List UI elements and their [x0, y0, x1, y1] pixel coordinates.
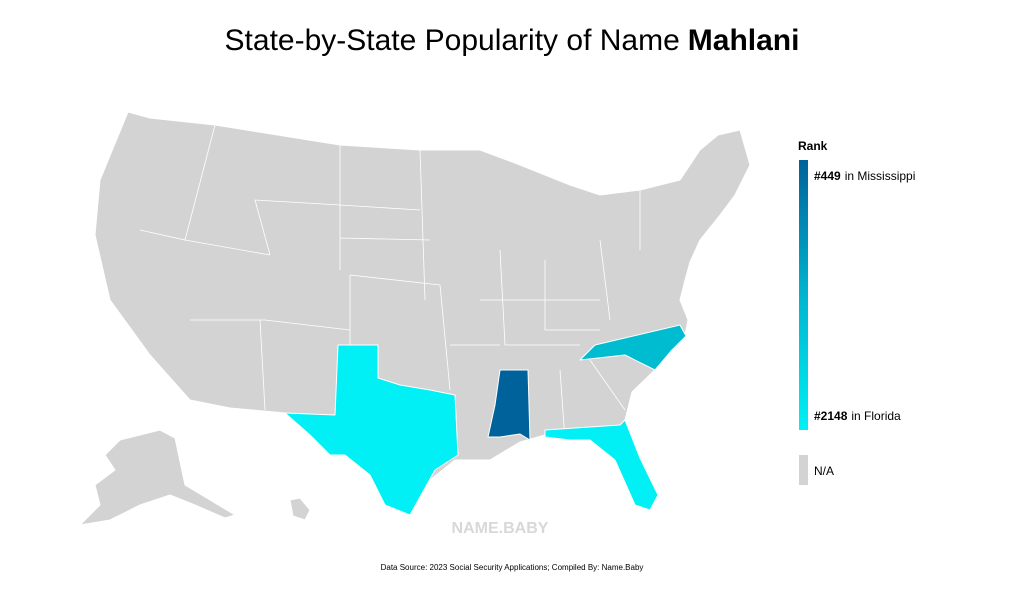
- north-carolina: [579, 324, 687, 371]
- alaska: [79, 429, 236, 526]
- us-map: [79, 111, 751, 526]
- legend-top: #449 in Mississippi: [814, 169, 915, 183]
- title-name: Mahlani: [688, 24, 800, 57]
- title: State-by-State Popularity of Name Mahlani: [225, 24, 800, 57]
- texas: [284, 344, 459, 516]
- source-note: Data Source: 2023 Social Security Applic…: [381, 563, 644, 572]
- state-borders: [139, 124, 641, 441]
- legend-bottom: #2148 in Florida: [814, 409, 901, 423]
- legend-na: N/A: [814, 464, 834, 478]
- legend-bottom-rank: #2148: [814, 409, 848, 423]
- legend: Rank #449 in Mississippi #2148 in Florida …: [798, 139, 915, 485]
- legend-top-label: in Mississippi: [845, 169, 916, 183]
- legend-gradient: [799, 160, 808, 430]
- legend-title: Rank: [798, 139, 828, 153]
- hawaii: [289, 497, 311, 521]
- title-text: State-by-State Popularity of Name: [225, 24, 680, 57]
- legend-na-swatch: [799, 455, 808, 485]
- legend-top-rank: #449: [814, 169, 841, 183]
- watermark: NAME.BABY: [452, 520, 549, 537]
- mississippi: [487, 369, 531, 441]
- legend-bottom-label: in Florida: [851, 409, 901, 423]
- florida: [544, 419, 659, 511]
